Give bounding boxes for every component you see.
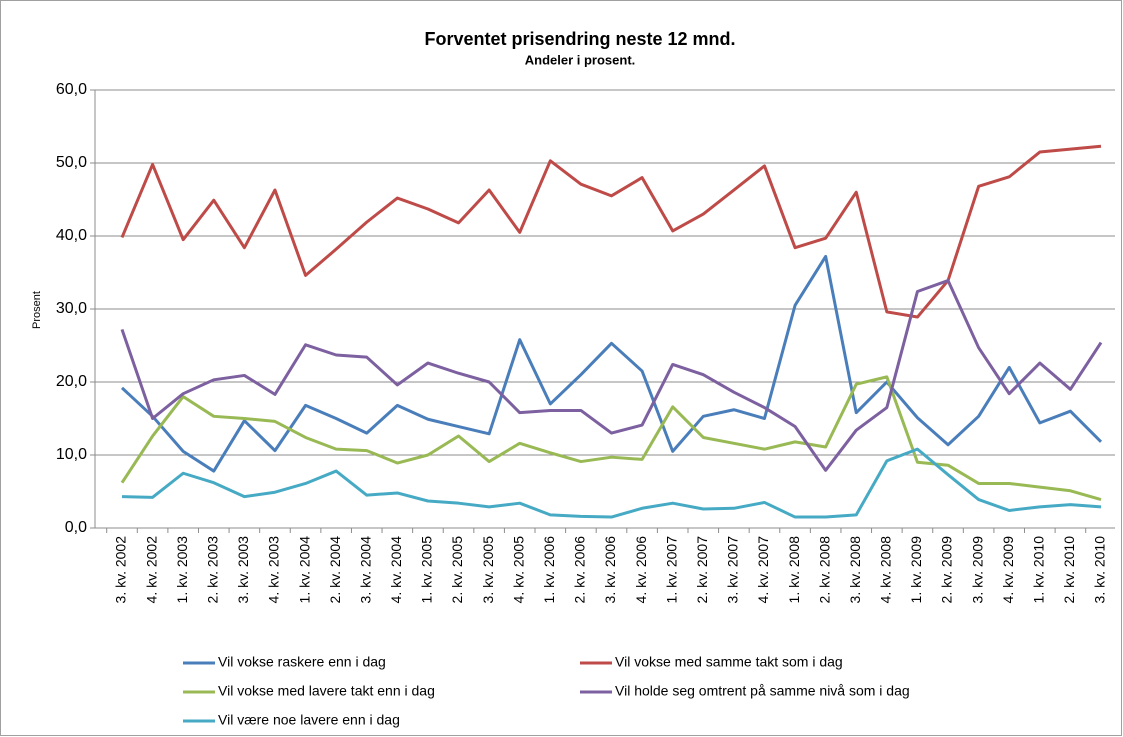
y-tick-label: 10,0 bbox=[56, 446, 87, 463]
x-tick-label: 2. kv. 2006 bbox=[572, 536, 588, 604]
x-tick-label: 3. kv. 2006 bbox=[602, 536, 618, 604]
x-tick-label: 4. kv. 2006 bbox=[633, 536, 649, 604]
x-tick-label: 1. kv. 2009 bbox=[908, 536, 924, 604]
x-tick-label: 4. kv. 2008 bbox=[878, 536, 894, 604]
x-tick-label: 3. kv. 2003 bbox=[235, 536, 251, 604]
x-tick-label: 4. kv. 2002 bbox=[143, 536, 159, 604]
x-tick-label: 2. kv. 2009 bbox=[939, 536, 955, 604]
legend-label: Vil være noe lavere enn i dag bbox=[218, 712, 400, 728]
x-tick-label: 3. kv. 2008 bbox=[847, 536, 863, 604]
x-tick-label: 3. kv. 2009 bbox=[969, 536, 985, 604]
x-tick-label: 4. kv. 2004 bbox=[388, 536, 404, 604]
x-tick-label: 4. kv. 2007 bbox=[755, 536, 771, 604]
legend-label: Vil vokse raskere enn i dag bbox=[218, 654, 386, 670]
y-tick-label: 60,0 bbox=[56, 81, 87, 98]
chart-subtitle: Andeler i prosent. bbox=[525, 52, 636, 67]
x-tick-label: 4. kv. 2005 bbox=[510, 536, 526, 604]
x-tick-label: 2. kv. 2007 bbox=[694, 536, 710, 604]
x-tick-label: 2. kv. 2003 bbox=[204, 536, 220, 604]
x-tick-label: 2. kv. 2010 bbox=[1061, 536, 1077, 604]
legend-label: Vil vokse med samme takt som i dag bbox=[615, 654, 843, 670]
x-tick-label: 1. kv. 2007 bbox=[663, 536, 679, 604]
x-tick-label: 3. kv. 2002 bbox=[113, 536, 129, 604]
y-tick-label: 30,0 bbox=[56, 300, 87, 317]
x-tick-label: 3. kv. 2004 bbox=[357, 536, 373, 604]
y-tick-label: 50,0 bbox=[56, 154, 87, 171]
series-line bbox=[121, 447, 1102, 519]
series-line bbox=[120, 279, 1103, 472]
x-tick-label: 1. kv. 2004 bbox=[296, 536, 312, 604]
x-tick-label: 1. kv. 2006 bbox=[541, 536, 557, 604]
series-line bbox=[120, 144, 1102, 319]
y-tick-label: 20,0 bbox=[56, 373, 87, 390]
y-tick-label: 0,0 bbox=[65, 519, 87, 536]
x-tick-label: 4. kv. 2003 bbox=[266, 536, 282, 604]
legend-label: Vil holde seg omtrent på samme nivå som … bbox=[615, 683, 910, 699]
x-tick-label: 4. kv. 2009 bbox=[1000, 536, 1016, 604]
legend-label: Vil vokse med lavere takt enn i dag bbox=[218, 683, 435, 699]
x-tick-label: 1. kv. 2008 bbox=[786, 536, 802, 604]
chart-title: Forventet prisendring neste 12 mnd. bbox=[424, 29, 735, 49]
series-line bbox=[120, 254, 1103, 473]
y-tick-label: 40,0 bbox=[56, 227, 87, 244]
x-tick-label: 3. kv. 2010 bbox=[1092, 536, 1108, 604]
x-tick-label: 1. kv. 2010 bbox=[1031, 536, 1047, 604]
y-axis-label: Prosent bbox=[31, 291, 43, 329]
x-tick-label: 1. kv. 2005 bbox=[419, 536, 435, 604]
x-tick-label: 1. kv. 2003 bbox=[174, 536, 190, 604]
x-tick-label: 3. kv. 2005 bbox=[480, 536, 496, 604]
x-tick-label: 3. kv. 2007 bbox=[725, 536, 741, 604]
x-tick-label: 2. kv. 2008 bbox=[816, 536, 832, 604]
x-tick-label: 2. kv. 2005 bbox=[449, 536, 465, 604]
x-tick-label: 2. kv. 2004 bbox=[327, 536, 343, 604]
